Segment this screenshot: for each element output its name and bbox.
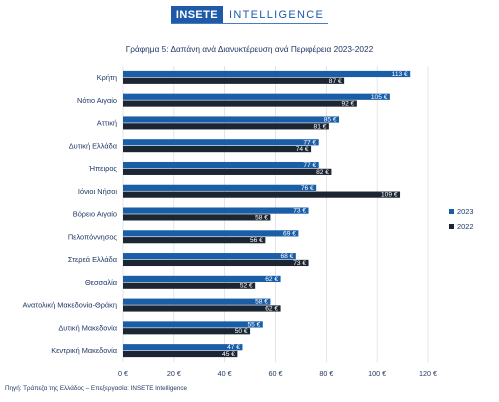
bar-2022 xyxy=(123,168,332,175)
data-label: 73 € xyxy=(293,208,306,215)
brand-logo: INSETE INTELLIGENCE xyxy=(170,6,329,24)
data-label: 77 € xyxy=(303,162,316,169)
bar-2023 xyxy=(123,184,317,191)
bar-2022 xyxy=(123,100,357,107)
bar-2023 xyxy=(123,116,340,123)
data-label: 55 € xyxy=(247,321,260,328)
x-tick-label: 80 € xyxy=(319,369,333,378)
bar-2022 xyxy=(123,282,256,289)
data-label: 85 € xyxy=(324,117,337,124)
data-label: 82 € xyxy=(316,169,329,176)
data-label: 77 € xyxy=(303,139,316,146)
category-label: Κρήτη xyxy=(97,73,117,82)
bar-2022 xyxy=(123,237,266,244)
bar-2023 xyxy=(123,139,319,146)
bar-2022 xyxy=(123,123,329,130)
category-label: Δυτική Ελλάδα xyxy=(69,141,118,150)
x-tick-label: 120 € xyxy=(419,369,437,378)
category-label: Θεσσαλία xyxy=(85,278,118,287)
data-label: 113 € xyxy=(392,71,408,78)
data-label: 58 € xyxy=(255,214,268,221)
x-tick-label: 40 € xyxy=(218,369,232,378)
bar-2023 xyxy=(123,93,390,100)
category-label: Ήπειρος xyxy=(88,164,118,173)
bar-2023 xyxy=(123,275,281,283)
data-label: 87 € xyxy=(329,78,342,85)
data-label: 81 € xyxy=(314,123,327,130)
category-label: Κεντρική Μακεδονία xyxy=(51,346,118,355)
data-label: 92 € xyxy=(341,101,354,108)
bar-2023 xyxy=(123,321,263,328)
legend-label: 2022 xyxy=(457,222,473,231)
data-label: 74 € xyxy=(296,146,309,153)
bar-2022 xyxy=(123,328,251,335)
legend-label: 2023 xyxy=(457,207,473,216)
data-label: 45 € xyxy=(222,351,235,358)
bar-2023 xyxy=(123,344,243,351)
bar-2022 xyxy=(123,305,281,312)
data-label: 73 € xyxy=(293,260,306,267)
bar-2022 xyxy=(123,145,312,153)
x-tick-label: 0 € xyxy=(118,369,128,378)
data-label: 50 € xyxy=(235,328,248,335)
x-tick-label: 100 € xyxy=(368,369,386,378)
bar-2023 xyxy=(123,207,309,214)
data-label: 105 € xyxy=(371,94,388,101)
category-label: Στερεά Ελλάδα xyxy=(68,255,118,264)
data-label: 52 € xyxy=(240,283,253,290)
data-label: 56 € xyxy=(250,237,263,244)
brand-header: INSETE INTELLIGENCE xyxy=(0,6,499,24)
category-label: Νότιο Αιγαίο xyxy=(77,96,117,105)
source-note: Πηγή: Τράπεζα της Ελλάδος – Επεξεργασία:… xyxy=(5,385,188,392)
data-label: 76 € xyxy=(301,185,314,192)
category-label: Βόρειο Αιγαίο xyxy=(73,210,117,219)
legend-swatch-2022 xyxy=(449,224,454,229)
x-tick-label: 60 € xyxy=(269,369,283,378)
data-label: 58 € xyxy=(255,299,268,306)
category-label: Ιόνιοι Νήσοι xyxy=(78,187,117,196)
data-label: 109 € xyxy=(381,192,398,199)
bar-2022 xyxy=(123,350,238,358)
bar-2023 xyxy=(123,161,319,169)
bar-2023 xyxy=(123,298,271,305)
category-label: Ανατολική Μακεδονία-Θράκη xyxy=(23,301,118,310)
bar-2023 xyxy=(123,70,411,78)
bar-2022 xyxy=(123,191,401,198)
brand-tagline: INTELLIGENCE xyxy=(229,9,325,21)
chart-title: Γράφημα 5: Δαπάνη ανά Διανυκτέρευση ανά … xyxy=(125,44,374,54)
bar-2023 xyxy=(123,230,299,237)
data-label: 62 € xyxy=(265,305,278,312)
category-label: Πελοπόννησος xyxy=(68,232,118,241)
data-label: 68 € xyxy=(280,253,293,260)
category-label: Δυτική Μακεδονία xyxy=(58,323,117,332)
bar-2022 xyxy=(123,259,309,267)
bar-2022 xyxy=(123,77,345,84)
brand-name: INSETE xyxy=(170,6,224,23)
data-label: 47 € xyxy=(227,344,240,351)
category-label: Αττική xyxy=(97,119,117,128)
data-label: 69 € xyxy=(283,230,296,237)
bar-2023 xyxy=(123,253,296,260)
legend-swatch-2023 xyxy=(449,209,454,214)
x-tick-label: 20 € xyxy=(167,369,181,378)
data-label: 62 € xyxy=(265,276,278,283)
bar-2022 xyxy=(123,214,271,221)
